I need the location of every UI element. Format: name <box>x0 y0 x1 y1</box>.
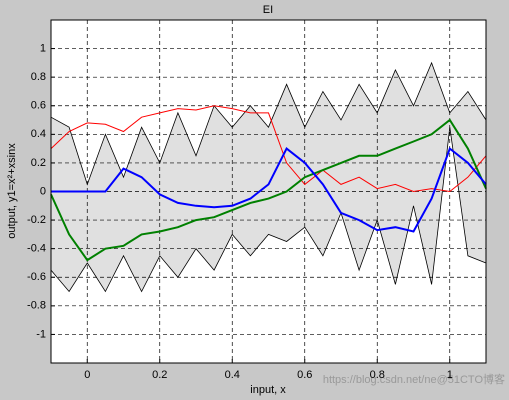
y-axis-label: output, y1=x²+xsinx <box>6 143 18 239</box>
chart-title: EI <box>263 4 273 16</box>
band-edge <box>50 127 487 293</box>
y-tick-label: -1 <box>36 328 46 340</box>
y-tick-label: 0.8 <box>31 71 46 83</box>
y-tick-label: -0.8 <box>27 300 46 312</box>
x-tick-label: 0.8 <box>370 369 385 381</box>
y-tick-label: 0.4 <box>31 128 46 140</box>
y-tick-label: 1 <box>40 42 46 54</box>
series-line <box>51 146 487 233</box>
series-line <box>50 118 487 262</box>
y-tick-label: 0.2 <box>31 157 46 169</box>
x-tick-label: 1 <box>447 369 453 381</box>
y-tick-label: 0 <box>40 185 46 197</box>
plot-frame <box>50 19 487 364</box>
x-tick-label: 0.2 <box>152 369 167 381</box>
y-tick-label: -0.4 <box>27 243 46 255</box>
watermark: https://blog.csdn.net/ne@51CTO博客 <box>323 372 505 386</box>
y-tick-label: -0.2 <box>27 214 46 226</box>
x-axis-label: input, x <box>250 384 286 396</box>
x-tick-label: 0.4 <box>225 369 240 381</box>
x-tick-label: 0.6 <box>297 369 312 381</box>
band-edge <box>50 61 487 186</box>
y-tick-label: -0.6 <box>27 271 46 283</box>
series-line <box>50 105 487 193</box>
x-tick-label: 0 <box>84 369 90 381</box>
y-tick-label: 0.6 <box>31 100 46 112</box>
